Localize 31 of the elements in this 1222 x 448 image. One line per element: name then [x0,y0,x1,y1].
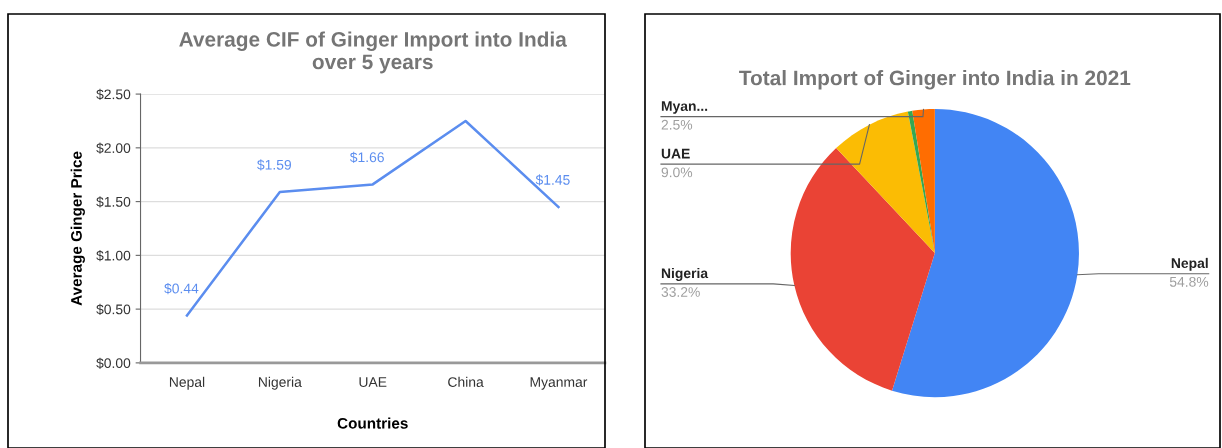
slice-label: Myan... [661,101,708,114]
data-label: 2.5% [661,119,693,130]
slice-label: Nigeria [661,267,709,281]
data-label: 33.2% [661,287,700,297]
chart-title: Average CIF of Ginger Import into India over 5 years [179,31,567,74]
pie-slice [912,108,935,254]
data-label: 9.0% [661,167,693,178]
slice-label: Nepal [1171,257,1208,271]
slice-label: UAE [661,148,690,159]
data-label: $1.45 [535,174,570,186]
data-label: $1.59 [257,159,291,171]
pie-slice [892,108,1079,398]
x-tick-label: Nepal [169,376,205,390]
chart-title: Total Import of Ginger into India in 2021 [739,70,1131,90]
y-axis-title: Average Ginger Price [70,151,85,306]
x-tick-label: Nigeria [258,376,302,390]
pie-slice [836,111,935,254]
y-tick-label: $2.50 [96,88,131,101]
y-tick-label: $1.00 [96,250,131,262]
x-axis-title: Countries [337,417,408,429]
y-tick-label: $2.00 [96,142,131,154]
x-tick-label: UAE [359,377,387,387]
data-label: $1.66 [349,151,384,164]
pie-slice [790,148,935,391]
y-tick-label: $1.50 [96,196,131,208]
y-tick-label: $0.50 [96,303,131,316]
y-tick-label: $0.00 [96,357,131,369]
data-label: 54.8% [1169,276,1209,287]
x-tick-label: Myanmar [530,377,588,390]
x-tick-label: China [448,376,484,387]
data-label: $0.44 [164,282,199,295]
